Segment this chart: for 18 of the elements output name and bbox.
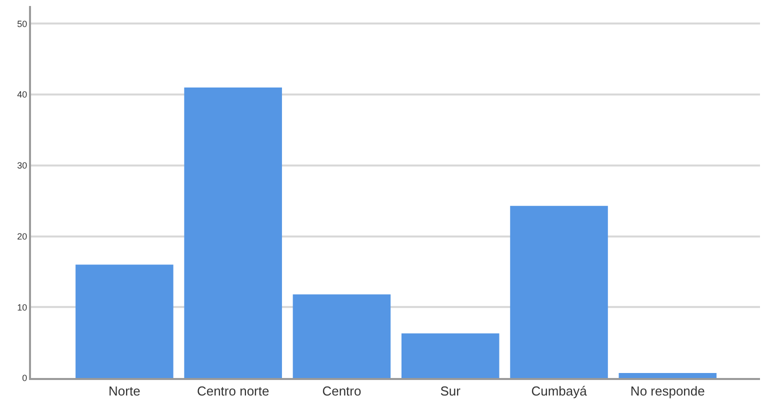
bar: [292, 294, 391, 378]
y-tick-label: 20: [17, 231, 28, 242]
x-tick-label: Sur: [440, 384, 462, 399]
y-tick-label: 40: [17, 90, 28, 100]
bar: [401, 333, 500, 378]
y-tick-label: 50: [17, 18, 28, 29]
bar: [184, 87, 282, 378]
bar: [510, 206, 608, 378]
x-tick-label: Centro: [322, 384, 362, 399]
x-tick-label: Norte: [108, 384, 140, 399]
y-tick-label: 10: [17, 302, 28, 312]
x-tick-label: No responde: [630, 384, 705, 399]
bar: [76, 264, 174, 378]
y-tick-label: 30: [17, 160, 28, 171]
x-tick-label: Cumbayá: [531, 384, 588, 399]
y-tick-label: 0: [22, 373, 28, 384]
bar: [618, 373, 717, 378]
x-tick-label: Centro norte: [196, 384, 270, 399]
